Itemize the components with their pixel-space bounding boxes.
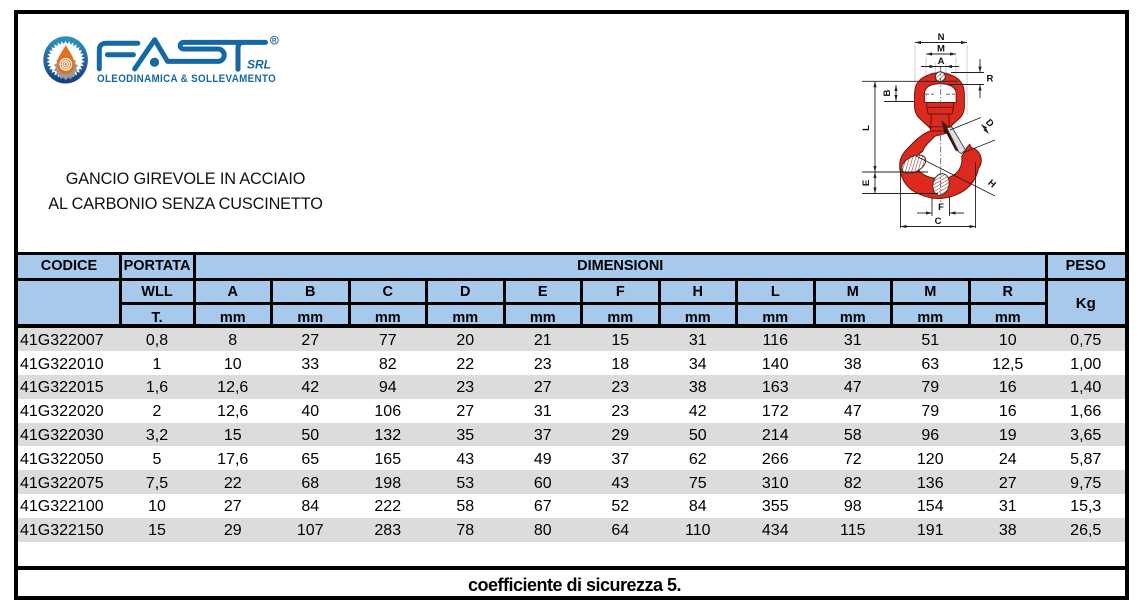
svg-text:SRL: SRL (247, 57, 271, 71)
svg-text:B: B (882, 89, 893, 96)
svg-text:H: H (985, 178, 997, 191)
svg-text:F: F (938, 202, 944, 213)
svg-text:L: L (861, 125, 872, 131)
svg-text:OLEODINAMICA & SOLLEVAMENTO: OLEODINAMICA & SOLLEVAMENTO (97, 72, 276, 85)
svg-text:R: R (272, 38, 277, 45)
svg-text:C: C (935, 216, 942, 227)
svg-text:M: M (937, 44, 945, 55)
svg-text:R: R (987, 74, 994, 85)
svg-text:E: E (861, 180, 872, 186)
svg-text:A: A (938, 56, 945, 67)
svg-text:N: N (938, 32, 945, 43)
